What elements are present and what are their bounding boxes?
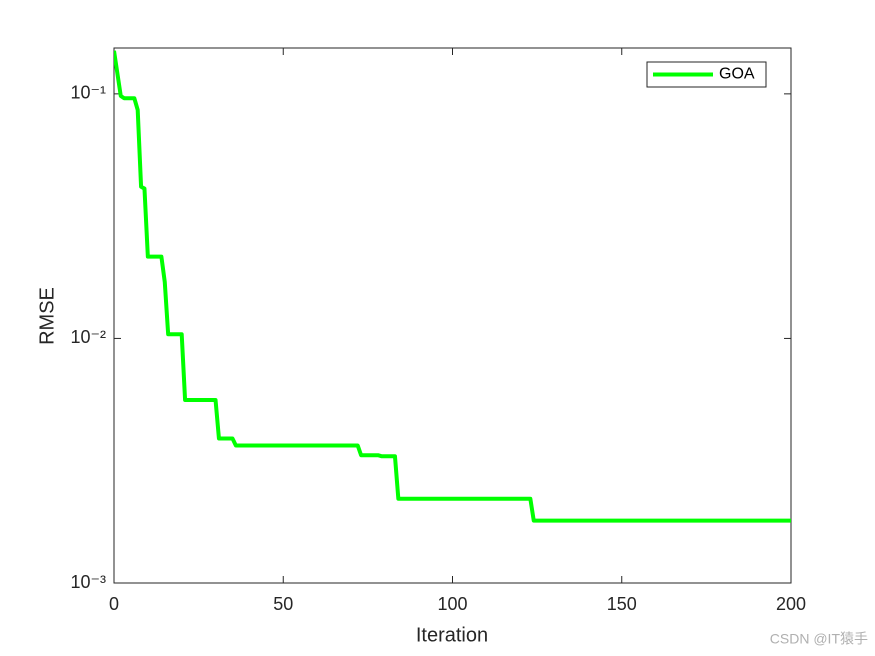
plot-area [113, 47, 792, 584]
legend-label: GOA [719, 66, 755, 83]
x-axis-label: Iteration [416, 624, 488, 646]
x-tick-label: 100 [437, 594, 467, 614]
x-tick-label: 150 [607, 594, 637, 614]
y-tick-label: 10⁻³ [70, 572, 106, 592]
y-tick-label: 10⁻² [70, 327, 106, 347]
y-axis-label: RMSE [36, 287, 58, 345]
x-tick-label: 50 [273, 594, 293, 614]
x-tick-label: 0 [109, 594, 119, 614]
line [114, 50, 791, 523]
watermark: CSDN @IT猿手 [770, 631, 868, 647]
y-tick-label: 10⁻¹ [70, 83, 106, 103]
x-tick-label: 200 [776, 594, 806, 614]
